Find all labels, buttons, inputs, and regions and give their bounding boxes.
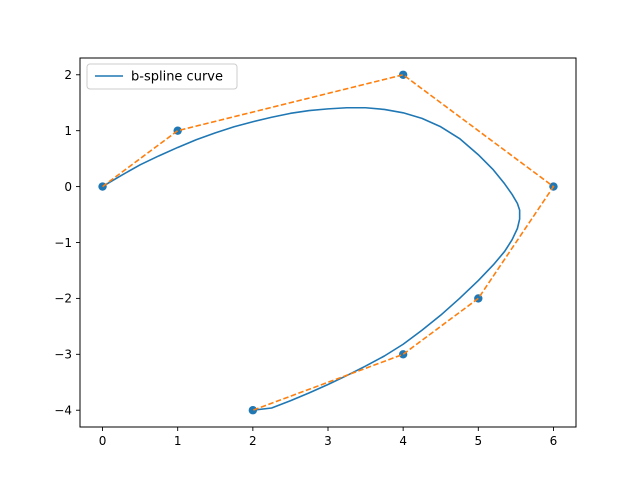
y-tick-label: 1 (64, 124, 72, 138)
axis-ticks: 0 1 2 3 4 5 6 −4 −3 −2 −1 0 1 2 (54, 68, 557, 448)
x-tick-label: 4 (399, 434, 407, 448)
x-tick-label: 6 (550, 434, 558, 448)
y-tick-label: 0 (64, 180, 72, 194)
y-tick-label: −1 (54, 236, 72, 250)
x-tick-label: 3 (324, 434, 332, 448)
x-tick-label: 5 (474, 434, 482, 448)
control-point (248, 406, 258, 415)
y-tick-label: −2 (54, 292, 72, 306)
y-tick-label: −4 (54, 404, 72, 418)
bspline-curve-line (102, 106, 521, 412)
x-tick-label: 2 (249, 434, 257, 448)
x-tick-label: 0 (99, 434, 107, 448)
y-tick-label: 2 (64, 68, 72, 82)
x-tick-label: 1 (174, 434, 182, 448)
plot-area (98, 70, 558, 415)
legend-label: b-spline curve (131, 70, 223, 85)
y-tick-label: −3 (54, 348, 72, 362)
control-polygon-line (102, 73, 555, 411)
legend-box (86, 63, 238, 90)
legend: b-spline curve (86, 63, 238, 90)
